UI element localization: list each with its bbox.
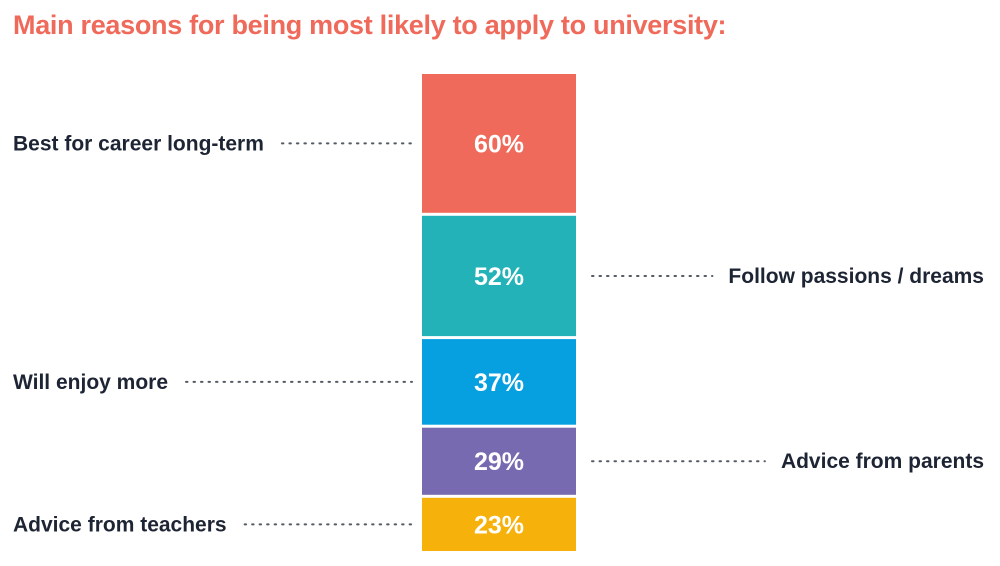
category-label-advice-from-teachers: Advice from teachers <box>13 513 227 536</box>
chart-title: Main reasons for being most likely to ap… <box>13 10 727 40</box>
category-label-will-enjoy-more: Will enjoy more <box>13 371 168 394</box>
value-label-advice-from-teachers: 23% <box>474 511 524 539</box>
value-label-best-for-career-long-term: 60% <box>474 130 524 158</box>
value-label-follow-passions-dreams: 52% <box>474 263 524 291</box>
category-label-follow-passions-dreams: Follow passions / dreams <box>728 265 984 288</box>
category-label-best-for-career-long-term: Best for career long-term <box>13 132 264 155</box>
category-label-advice-from-parents: Advice from parents <box>781 450 984 473</box>
bar-segment-will-enjoy-more <box>422 339 576 425</box>
bar-segment-follow-passions-dreams <box>422 215 576 337</box>
bar-segment-advice-from-parents <box>422 427 576 495</box>
value-label-advice-from-parents: 29% <box>474 448 524 476</box>
value-label-will-enjoy-more: 37% <box>474 369 524 397</box>
bar-segment-advice-from-teachers <box>422 497 576 551</box>
bar-segment-best-for-career-long-term <box>422 74 576 213</box>
